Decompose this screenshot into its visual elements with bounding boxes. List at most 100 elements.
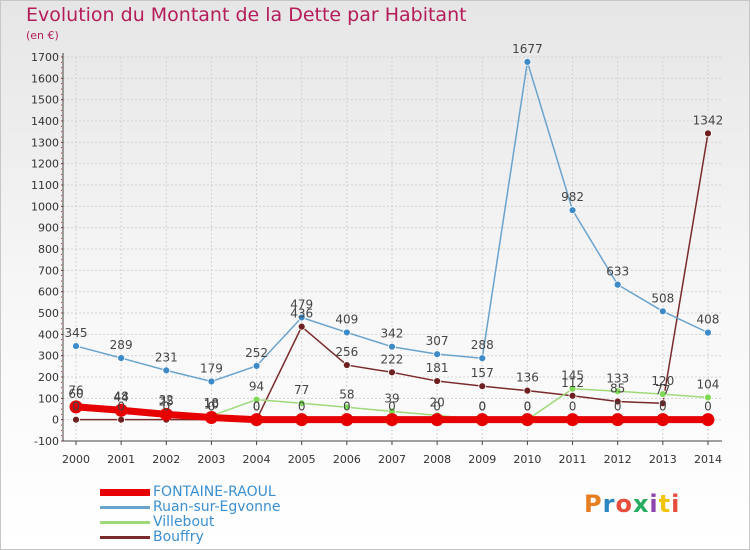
data-label: 288 [471,338,494,352]
series-point [478,354,487,363]
data-label: 0 [478,400,486,414]
series-point [72,342,80,350]
y-tick-label: 500 [38,307,59,320]
data-label: 345 [65,326,88,340]
y-tick-label: 200 [38,371,59,384]
series-point [250,413,264,427]
x-tick-label: 2013 [649,453,677,466]
series-point [613,387,622,396]
logo-letter: i [671,490,681,518]
legend-item-ruan-sur-egvonne: Ruan-sur-Egvonne [100,499,360,515]
series-point [478,382,487,391]
series-point [252,395,261,404]
grid-lines [63,56,722,442]
legend-label: Ruan-sur-Egvonne [153,499,281,515]
data-label: 77 [294,383,309,397]
data-label: 136 [516,371,539,385]
data-label: 633 [606,265,629,279]
series-point [430,413,444,427]
series-point [523,386,532,395]
series-point [297,322,306,331]
series-point [523,58,532,66]
x-tick-label: 2009 [468,453,496,466]
data-label: 60 [68,387,83,401]
legend-item-villebout: Villebout [100,514,360,530]
data-labels: 0 0 0 0 0 436 256 222 181 157 136 112 85 77 1342 76 48 32… [65,42,724,414]
series-point [252,362,261,370]
data-label: 104 [697,377,720,391]
legend-swatch [100,489,150,496]
y-tick-label: 1200 [31,158,59,171]
y-tick-label: 0 [52,414,59,427]
data-label: 0 [162,400,170,414]
data-label: 252 [245,346,268,360]
series-point [159,407,173,421]
legend-item-fontaine-raoul: FONTAINE-RAOUL [100,484,360,500]
data-label: 94 [249,380,264,394]
data-label: 0 [433,400,441,414]
series-point [342,403,351,412]
logo-letter: o [615,490,633,518]
data-label: 0 [478,400,486,414]
data-label: 256 [335,345,358,359]
x-tick-label: 2006 [333,453,361,466]
data-label: 85 [610,382,625,396]
series-point [568,384,577,393]
data-label: 133 [606,371,629,385]
y-tick-label: 700 [38,264,59,277]
series-point [69,400,83,414]
series-point [388,342,396,351]
y-tick-label: 1700 [31,51,59,64]
data-label: 39 [384,391,399,405]
data-label: 408 [697,313,720,327]
series-point [656,413,670,427]
data-label: 179 [200,361,223,375]
y-tick-label: 1600 [31,72,59,85]
series-point [117,415,126,424]
logo-letter: r [602,490,616,518]
logo-letter: t [658,490,672,518]
data-label: 32 [159,393,174,407]
x-tick-label: 2005 [288,453,316,466]
data-label: 508 [651,291,674,305]
data-label: 181 [426,361,449,375]
data-label: 479 [290,297,313,311]
logo-letter: i [649,490,659,518]
series-point [433,377,442,385]
series-point [658,307,667,316]
data-label: 436 [290,307,313,321]
legend-label: FONTAINE-RAOUL [153,484,276,500]
data-label: 0 [343,400,351,414]
data-label: 0 [569,400,577,414]
series-point [658,390,667,398]
x-tick-label: 2003 [197,453,225,466]
x-tick-label: 2004 [243,453,271,466]
y-tick-label: 100 [38,392,59,405]
data-label: 222 [381,352,404,366]
series-point [520,413,534,427]
logo-letter: P [584,490,603,518]
legend-label: Villebout [153,514,215,530]
data-label: 0 [253,400,261,414]
data-label: 120 [651,374,674,388]
x-tick-label: 2000 [62,453,90,466]
series-point [114,403,128,417]
legend-label: Bouffry [153,529,204,545]
data-label: 48 [113,389,128,403]
data-label: 0 [614,400,622,414]
series-point [613,280,622,289]
legend-swatch [100,506,150,509]
x-tick-label: 2008 [423,453,451,466]
series-point [658,399,667,408]
data-label: 0 [704,400,712,414]
data-label: 25 [159,394,174,408]
series-point [704,393,712,402]
data-label: 0 [72,400,80,414]
series-point [704,129,712,138]
data-label: 112 [561,376,584,390]
series-point [568,206,577,215]
y-tick-label: 1300 [31,136,59,149]
data-label: 0 [253,400,261,414]
